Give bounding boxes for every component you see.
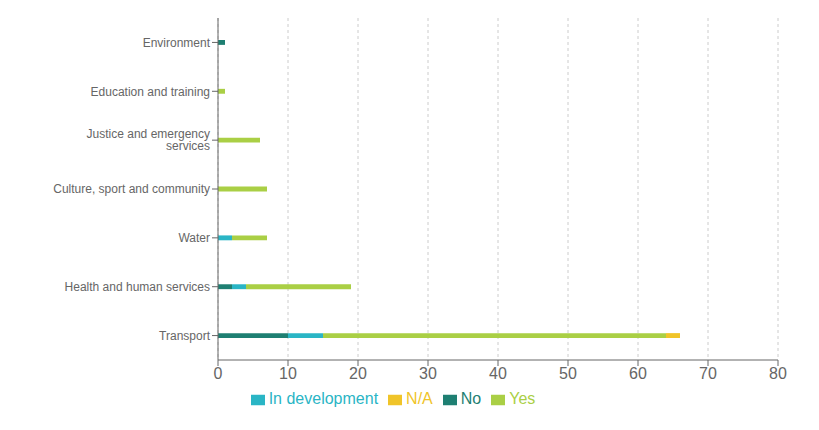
svg-text:Transport: Transport [159, 329, 211, 343]
svg-text:Justice and emergencyservices: Justice and emergencyservices [87, 127, 210, 153]
svg-text:50: 50 [559, 365, 577, 382]
svg-text:70: 70 [699, 365, 717, 382]
svg-text:0: 0 [214, 365, 223, 382]
svg-text:Culture, sport and community: Culture, sport and community [53, 182, 210, 196]
html-text:In development: In development [268, 390, 379, 407]
svg-text:Education and training: Education and training [91, 85, 210, 99]
svg-text:80: 80 [769, 365, 787, 382]
html-text:No: No [460, 390, 482, 407]
svg-text:40: 40 [489, 365, 507, 382]
svg-text:Environment: Environment [143, 36, 211, 50]
svg-text:30: 30 [419, 365, 437, 382]
svg-text:Water: Water [178, 231, 210, 245]
svg-text:10: 10 [279, 365, 297, 382]
svg-text:Health and human services: Health and human services [65, 280, 210, 294]
svg-text:20: 20 [349, 365, 367, 382]
html-text:Yes: Yes [509, 390, 536, 407]
svg-text:60: 60 [629, 365, 647, 382]
html-text:N/A: N/A [406, 390, 433, 407]
